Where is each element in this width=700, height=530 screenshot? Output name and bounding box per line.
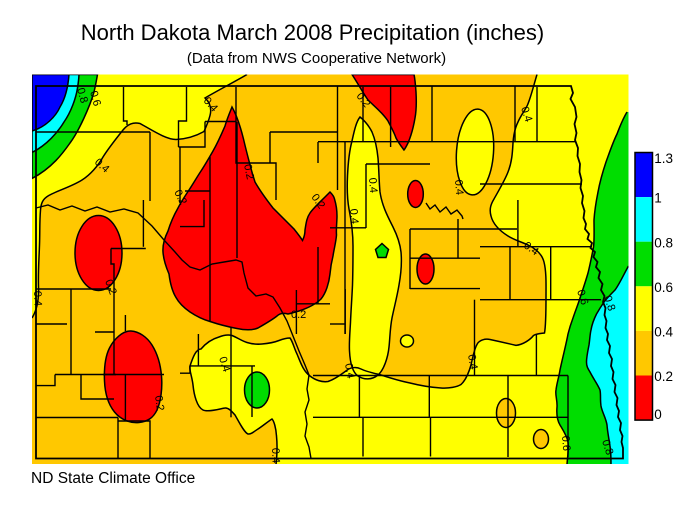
svg-text:0.4: 0.4 <box>269 448 282 464</box>
svg-text:1: 1 <box>654 191 662 206</box>
svg-text:0.8: 0.8 <box>654 235 673 250</box>
svg-text:0.4: 0.4 <box>347 208 360 224</box>
svg-text:0.4: 0.4 <box>654 324 673 339</box>
svg-text:0.4: 0.4 <box>518 105 534 123</box>
svg-text:0.6: 0.6 <box>574 288 590 306</box>
svg-text:1.3: 1.3 <box>654 151 673 166</box>
svg-text:ND State Climate Office: ND State Climate Office <box>31 470 195 487</box>
svg-text:0.4: 0.4 <box>366 177 379 193</box>
svg-text:0.2: 0.2 <box>102 278 119 296</box>
svg-text:0.6: 0.6 <box>559 435 572 451</box>
svg-text:0.4: 0.4 <box>465 353 479 370</box>
svg-text:0.4: 0.4 <box>31 291 44 307</box>
svg-text:0.2: 0.2 <box>241 163 256 180</box>
svg-text:0.4: 0.4 <box>216 355 232 373</box>
svg-text:North Dakota March 2008 Precip: North Dakota March 2008 Precipitation (i… <box>81 20 544 45</box>
svg-text:0.2: 0.2 <box>291 309 306 321</box>
svg-text:0.8: 0.8 <box>601 294 617 312</box>
svg-text:0.2: 0.2 <box>152 395 166 412</box>
svg-text:0.6: 0.6 <box>87 90 103 108</box>
svg-text:0: 0 <box>654 407 662 422</box>
svg-text:0.8: 0.8 <box>599 438 615 456</box>
svg-text:0.8: 0.8 <box>74 87 90 105</box>
svg-text:0.4: 0.4 <box>452 179 465 195</box>
svg-text:0.2: 0.2 <box>654 369 673 384</box>
svg-text:0.4: 0.4 <box>342 362 356 379</box>
svg-text:0.6: 0.6 <box>654 280 673 295</box>
svg-text:(Data from NWS Cooperative Net: (Data from NWS Cooperative Network) <box>187 50 446 67</box>
